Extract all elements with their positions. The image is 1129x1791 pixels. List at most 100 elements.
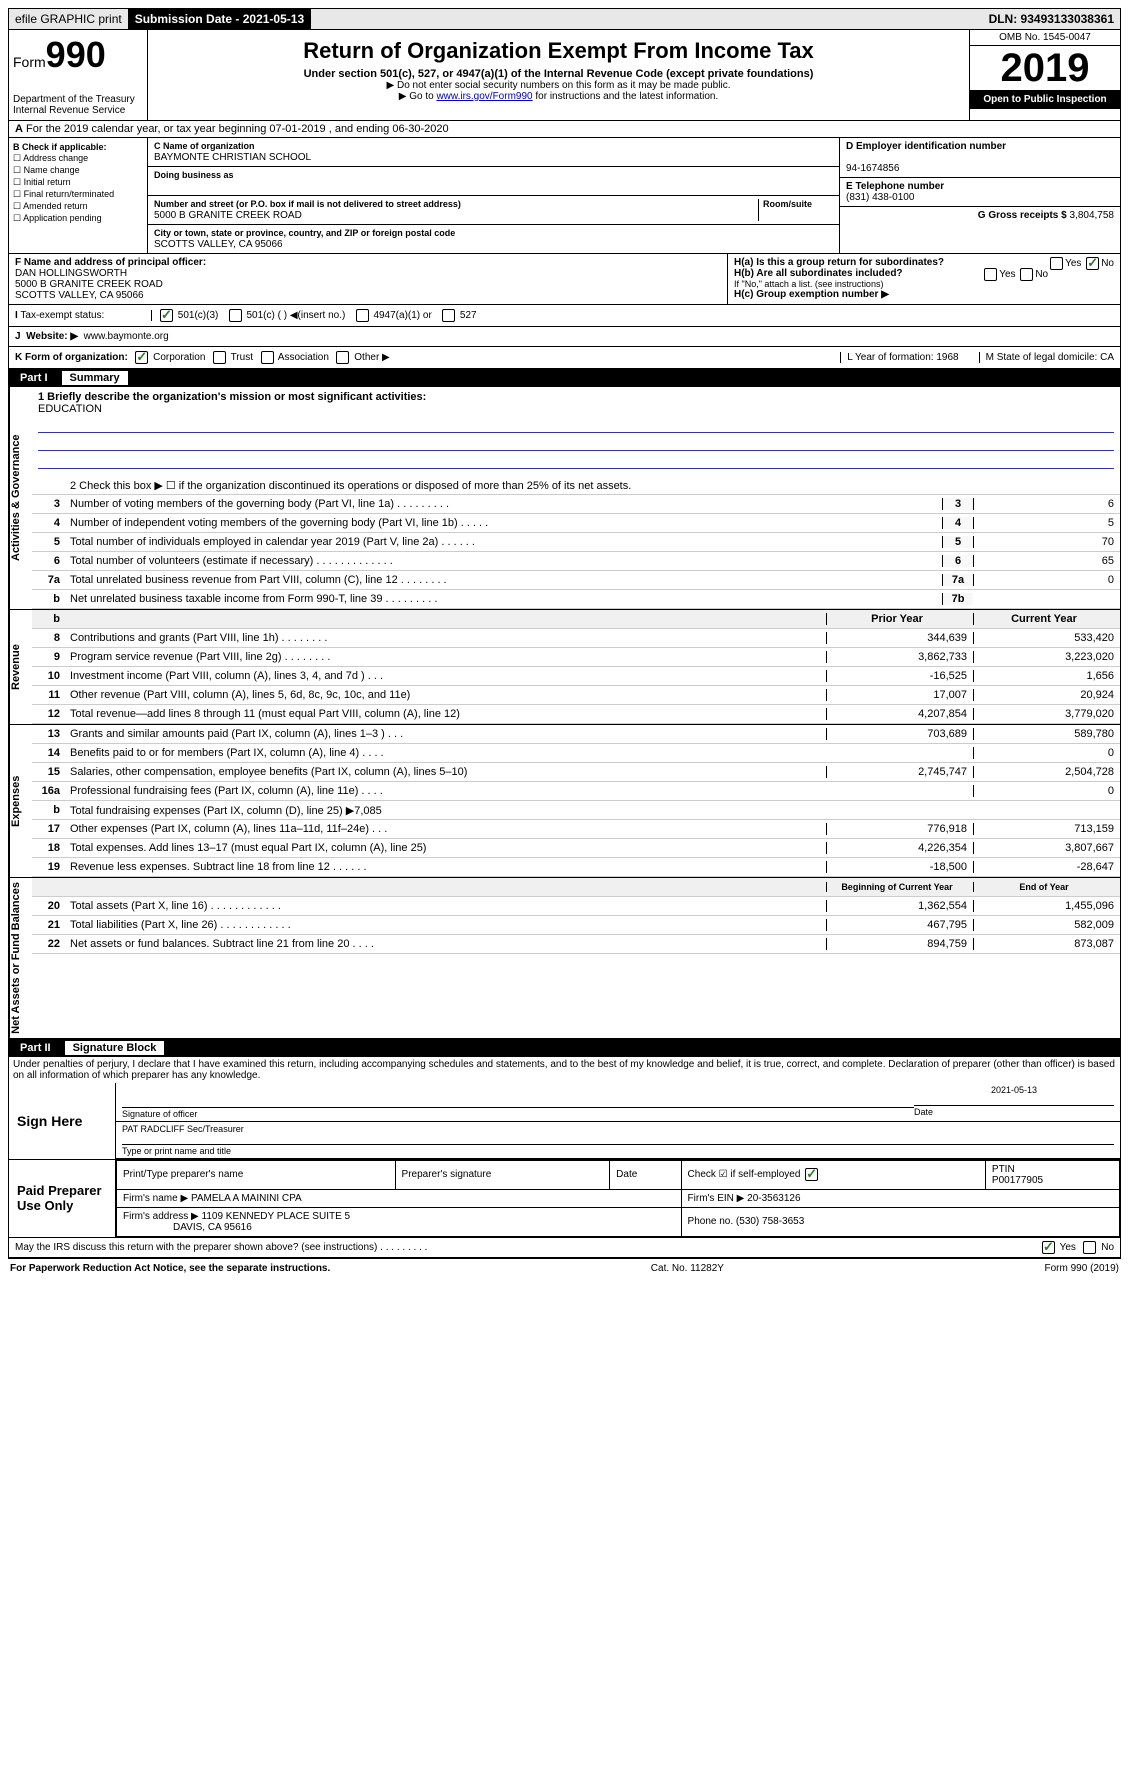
- goto-note: ▶ Go to www.irs.gov/Form990 for instruct…: [152, 91, 965, 102]
- ssn-note: ▶ Do not enter social security numbers o…: [152, 80, 965, 91]
- chk-name-change[interactable]: ☐ Name change: [13, 165, 143, 176]
- penalty-text: Under penalties of perjury, I declare th…: [8, 1057, 1121, 1083]
- expenses-section: Expenses 13Grants and similar amounts pa…: [8, 725, 1121, 878]
- state-domicile: M State of legal domicile: CA: [979, 352, 1114, 363]
- table-row: 17Other expenses (Part IX, column (A), l…: [32, 820, 1120, 839]
- form-subtitle: Under section 501(c), 527, or 4947(a)(1)…: [152, 68, 965, 80]
- website-row: J Website: ▶ www.baymonte.org: [8, 327, 1121, 347]
- chk-corp[interactable]: [135, 351, 148, 364]
- chk-4947[interactable]: [356, 309, 369, 322]
- hb-no[interactable]: [1020, 268, 1033, 281]
- chk-other[interactable]: [336, 351, 349, 364]
- table-row: 9Program service revenue (Part VIII, lin…: [32, 648, 1120, 667]
- sign-date: 2021-05-13: [914, 1085, 1114, 1095]
- officer-group-row: F Name and address of principal officer:…: [8, 254, 1121, 305]
- line-a: A For the 2019 calendar year, or tax yea…: [8, 121, 1121, 138]
- section-deg: D Employer identification number 94-1674…: [840, 138, 1120, 253]
- netassets-section: Net Assets or Fund Balances Beginning of…: [8, 878, 1121, 1039]
- chk-501c3[interactable]: [160, 309, 173, 322]
- org-address: 5000 B GRANITE CREEK ROAD: [154, 210, 302, 221]
- sign-section: Sign Here Signature of officer 2021-05-1…: [8, 1083, 1121, 1160]
- side-netassets: Net Assets or Fund Balances: [9, 878, 32, 1038]
- mission-text: EDUCATION: [38, 403, 1114, 415]
- discuss-no[interactable]: [1083, 1241, 1096, 1254]
- table-row: 16aProfessional fundraising fees (Part I…: [32, 782, 1120, 801]
- table-row: 15Salaries, other compensation, employee…: [32, 763, 1120, 782]
- table-row: 4Number of independent voting members of…: [32, 514, 1120, 533]
- dln-label: DLN: 93493133038361: [983, 9, 1120, 29]
- top-bar: efile GRAPHIC print Submission Date - 20…: [8, 8, 1121, 30]
- firm-name: PAMELA A MAININI CPA: [191, 1193, 302, 1204]
- chk-501c[interactable]: [229, 309, 242, 322]
- table-row: 12Total revenue—add lines 8 through 11 (…: [32, 705, 1120, 724]
- table-row: 21Total liabilities (Part X, line 26) . …: [32, 916, 1120, 935]
- year-formation: L Year of formation: 1968: [840, 352, 958, 363]
- table-row: 22Net assets or fund balances. Subtract …: [32, 935, 1120, 954]
- officer-signed-name: PAT RADCLIFF Sec/Treasurer: [122, 1124, 1114, 1134]
- chk-address-change[interactable]: ☐ Address change: [13, 153, 143, 164]
- table-row: bTotal fundraising expenses (Part IX, co…: [32, 801, 1120, 820]
- table-row: 8Contributions and grants (Part VIII, li…: [32, 629, 1120, 648]
- chk-trust[interactable]: [213, 351, 226, 364]
- chk-amended[interactable]: ☐ Amended return: [13, 201, 143, 212]
- paid-preparer-label: Paid Preparer Use Only: [9, 1160, 116, 1237]
- paid-table: Print/Type preparer's name Preparer's si…: [116, 1160, 1120, 1237]
- submission-date-button[interactable]: Submission Date - 2021-05-13: [129, 9, 311, 29]
- form-title: Return of Organization Exempt From Incom…: [152, 38, 965, 64]
- table-row: 11Other revenue (Part VIII, column (A), …: [32, 686, 1120, 705]
- section-b: B Check if applicable: ☐ Address change …: [9, 138, 148, 253]
- chk-527[interactable]: [442, 309, 455, 322]
- side-expenses: Expenses: [9, 725, 32, 877]
- ptin: P00177905: [992, 1175, 1043, 1186]
- table-row: bNet unrelated business taxable income f…: [32, 590, 1120, 609]
- chk-assoc[interactable]: [261, 351, 274, 364]
- ha-yes[interactable]: [1050, 257, 1063, 270]
- table-row: 10Investment income (Part VIII, column (…: [32, 667, 1120, 686]
- part2-header: Part II Signature Block: [8, 1039, 1121, 1057]
- website-url[interactable]: www.baymonte.org: [84, 331, 169, 342]
- ha-no[interactable]: [1086, 257, 1099, 270]
- irs-link[interactable]: www.irs.gov/Form990: [436, 91, 532, 102]
- gross-receipts: 3,804,758: [1070, 210, 1115, 221]
- sign-here-label: Sign Here: [9, 1083, 116, 1159]
- org-info-grid: B Check if applicable: ☐ Address change …: [8, 138, 1121, 254]
- form-header: Form990 Department of the Treasury Inter…: [8, 30, 1121, 121]
- part1-header: Part I Summary: [8, 369, 1121, 387]
- phone: (831) 438-0100: [846, 192, 914, 203]
- table-row: 6Total number of volunteers (estimate if…: [32, 552, 1120, 571]
- discuss-yes[interactable]: [1042, 1241, 1055, 1254]
- org-name: BAYMONTE CHRISTIAN SCHOOL: [154, 152, 311, 163]
- chk-final-return[interactable]: ☐ Final return/terminated: [13, 189, 143, 200]
- dept-label: Department of the Treasury Internal Reve…: [13, 94, 143, 116]
- side-revenue: Revenue: [9, 610, 32, 724]
- table-row: 5Total number of individuals employed in…: [32, 533, 1120, 552]
- side-governance: Activities & Governance: [9, 387, 32, 609]
- ein: 94-1674856: [846, 163, 899, 174]
- firm-addr: 1109 KENNEDY PLACE SUITE 5: [202, 1211, 351, 1222]
- table-row: 18Total expenses. Add lines 13–17 (must …: [32, 839, 1120, 858]
- org-form-row: K Form of organization: Corporation Trus…: [8, 347, 1121, 369]
- tax-status-row: I Tax-exempt status: 501(c)(3) 501(c) ( …: [8, 305, 1121, 327]
- table-row: 3Number of voting members of the governi…: [32, 495, 1120, 514]
- discuss-row: May the IRS discuss this return with the…: [8, 1238, 1121, 1258]
- org-city: SCOTTS VALLEY, CA 95066: [154, 239, 283, 250]
- chk-self-employed[interactable]: [805, 1168, 818, 1181]
- chk-app-pending[interactable]: ☐ Application pending: [13, 213, 143, 224]
- table-row: 14Benefits paid to or for members (Part …: [32, 744, 1120, 763]
- footer: For Paperwork Reduction Act Notice, see …: [8, 1258, 1121, 1278]
- paid-preparer-section: Paid Preparer Use Only Print/Type prepar…: [8, 1160, 1121, 1238]
- firm-phone: (530) 758-3653: [736, 1216, 804, 1227]
- omb-number: OMB No. 1545-0047: [970, 30, 1120, 46]
- governance-section: Activities & Governance 1 Briefly descri…: [8, 387, 1121, 610]
- efile-label[interactable]: efile GRAPHIC print: [9, 9, 129, 29]
- table-row: 13Grants and similar amounts paid (Part …: [32, 725, 1120, 744]
- revenue-section: Revenue b Prior Year Current Year 8Contr…: [8, 610, 1121, 725]
- hb-yes[interactable]: [984, 268, 997, 281]
- open-inspection: Open to Public Inspection: [970, 90, 1120, 109]
- table-row: 7aTotal unrelated business revenue from …: [32, 571, 1120, 590]
- table-row: 19Revenue less expenses. Subtract line 1…: [32, 858, 1120, 877]
- tax-year: 2019: [970, 46, 1120, 90]
- table-row: 20Total assets (Part X, line 16) . . . .…: [32, 897, 1120, 916]
- chk-initial-return[interactable]: ☐ Initial return: [13, 177, 143, 188]
- officer-name: DAN HOLLINGSWORTH: [15, 268, 127, 279]
